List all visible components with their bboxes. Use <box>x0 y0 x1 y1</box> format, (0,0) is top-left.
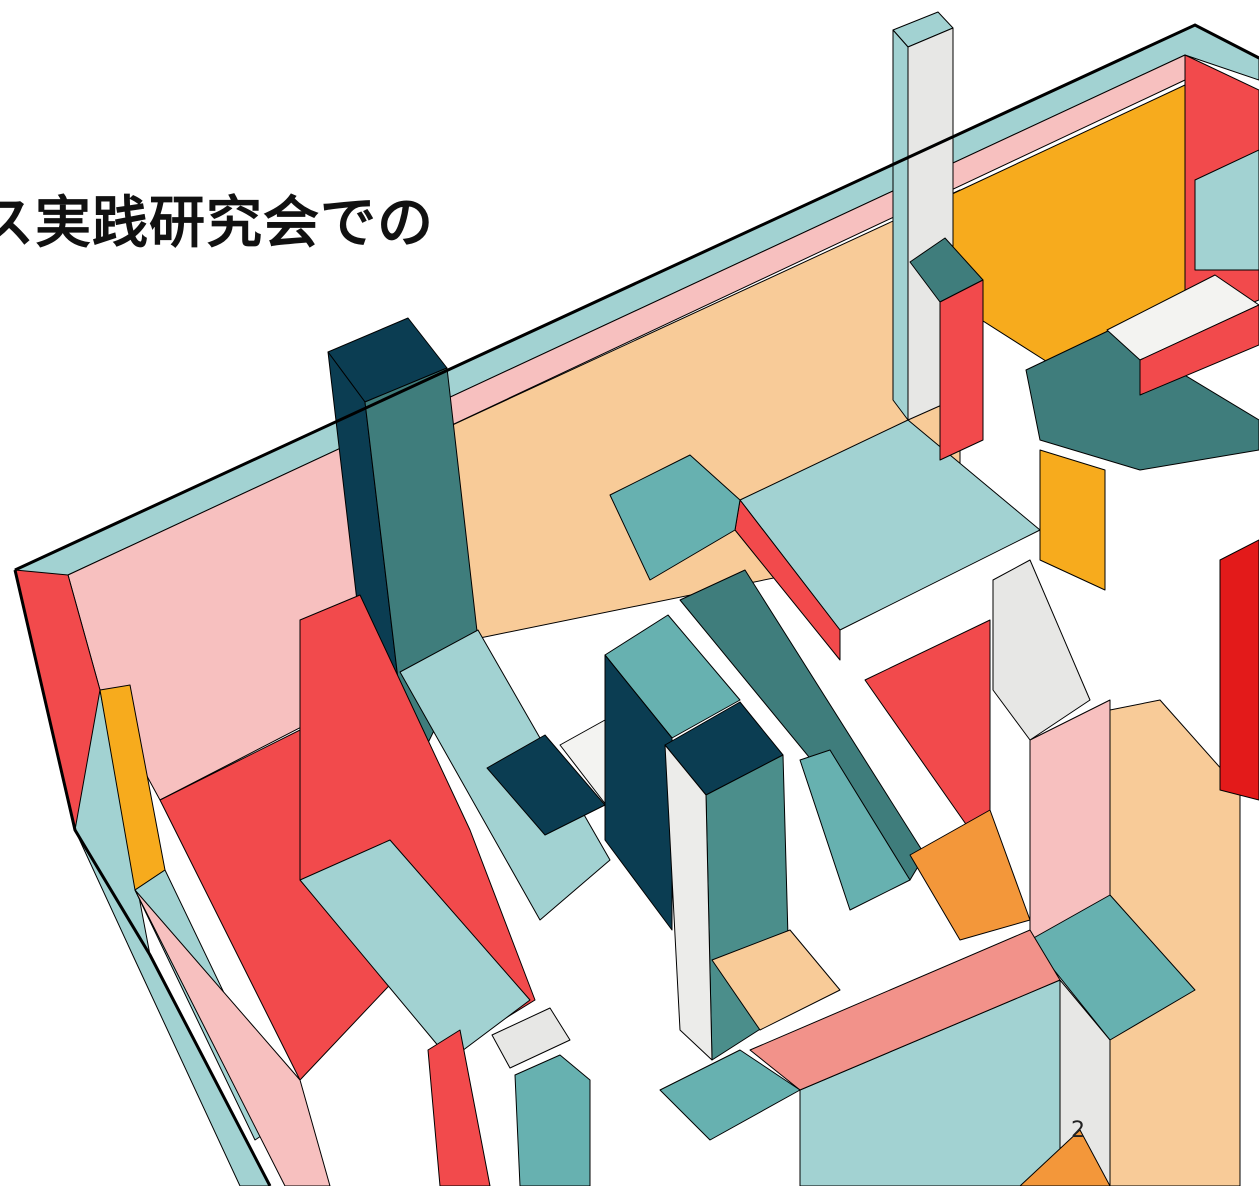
right-white-box <box>1106 274 1259 361</box>
needle-block-red <box>939 279 984 461</box>
slide-title: ス実践研究会での <box>0 191 434 256</box>
fg-pillar-teal <box>514 1054 591 1186</box>
platform-teal <box>609 454 741 581</box>
fg-orange <box>1019 1129 1111 1186</box>
right-teal-column <box>1194 149 1259 271</box>
fg-pillar-white <box>491 1007 571 1069</box>
right-orange <box>1039 449 1106 591</box>
tower-white-side <box>664 744 713 1061</box>
block-light <box>299 839 531 1061</box>
outline <box>13 569 272 1186</box>
peach-block <box>711 929 841 1031</box>
orange-block <box>909 809 1031 941</box>
fg-white <box>1059 979 1111 1186</box>
fg-pillar-red <box>427 1029 491 1186</box>
tower-teal-left <box>604 654 673 931</box>
right-red-strip <box>1219 539 1259 801</box>
needle-front <box>892 29 909 421</box>
fg-salmon <box>749 929 1061 1091</box>
outline <box>14 23 1259 572</box>
beam-side <box>799 749 911 911</box>
fg-teal-box <box>659 1049 801 1141</box>
right-red-box <box>1139 304 1259 396</box>
fg-teal-roof <box>1029 894 1196 1041</box>
white-panel <box>992 559 1091 741</box>
floor-pink <box>134 889 331 1186</box>
page-number: 2 <box>1071 1118 1085 1143</box>
